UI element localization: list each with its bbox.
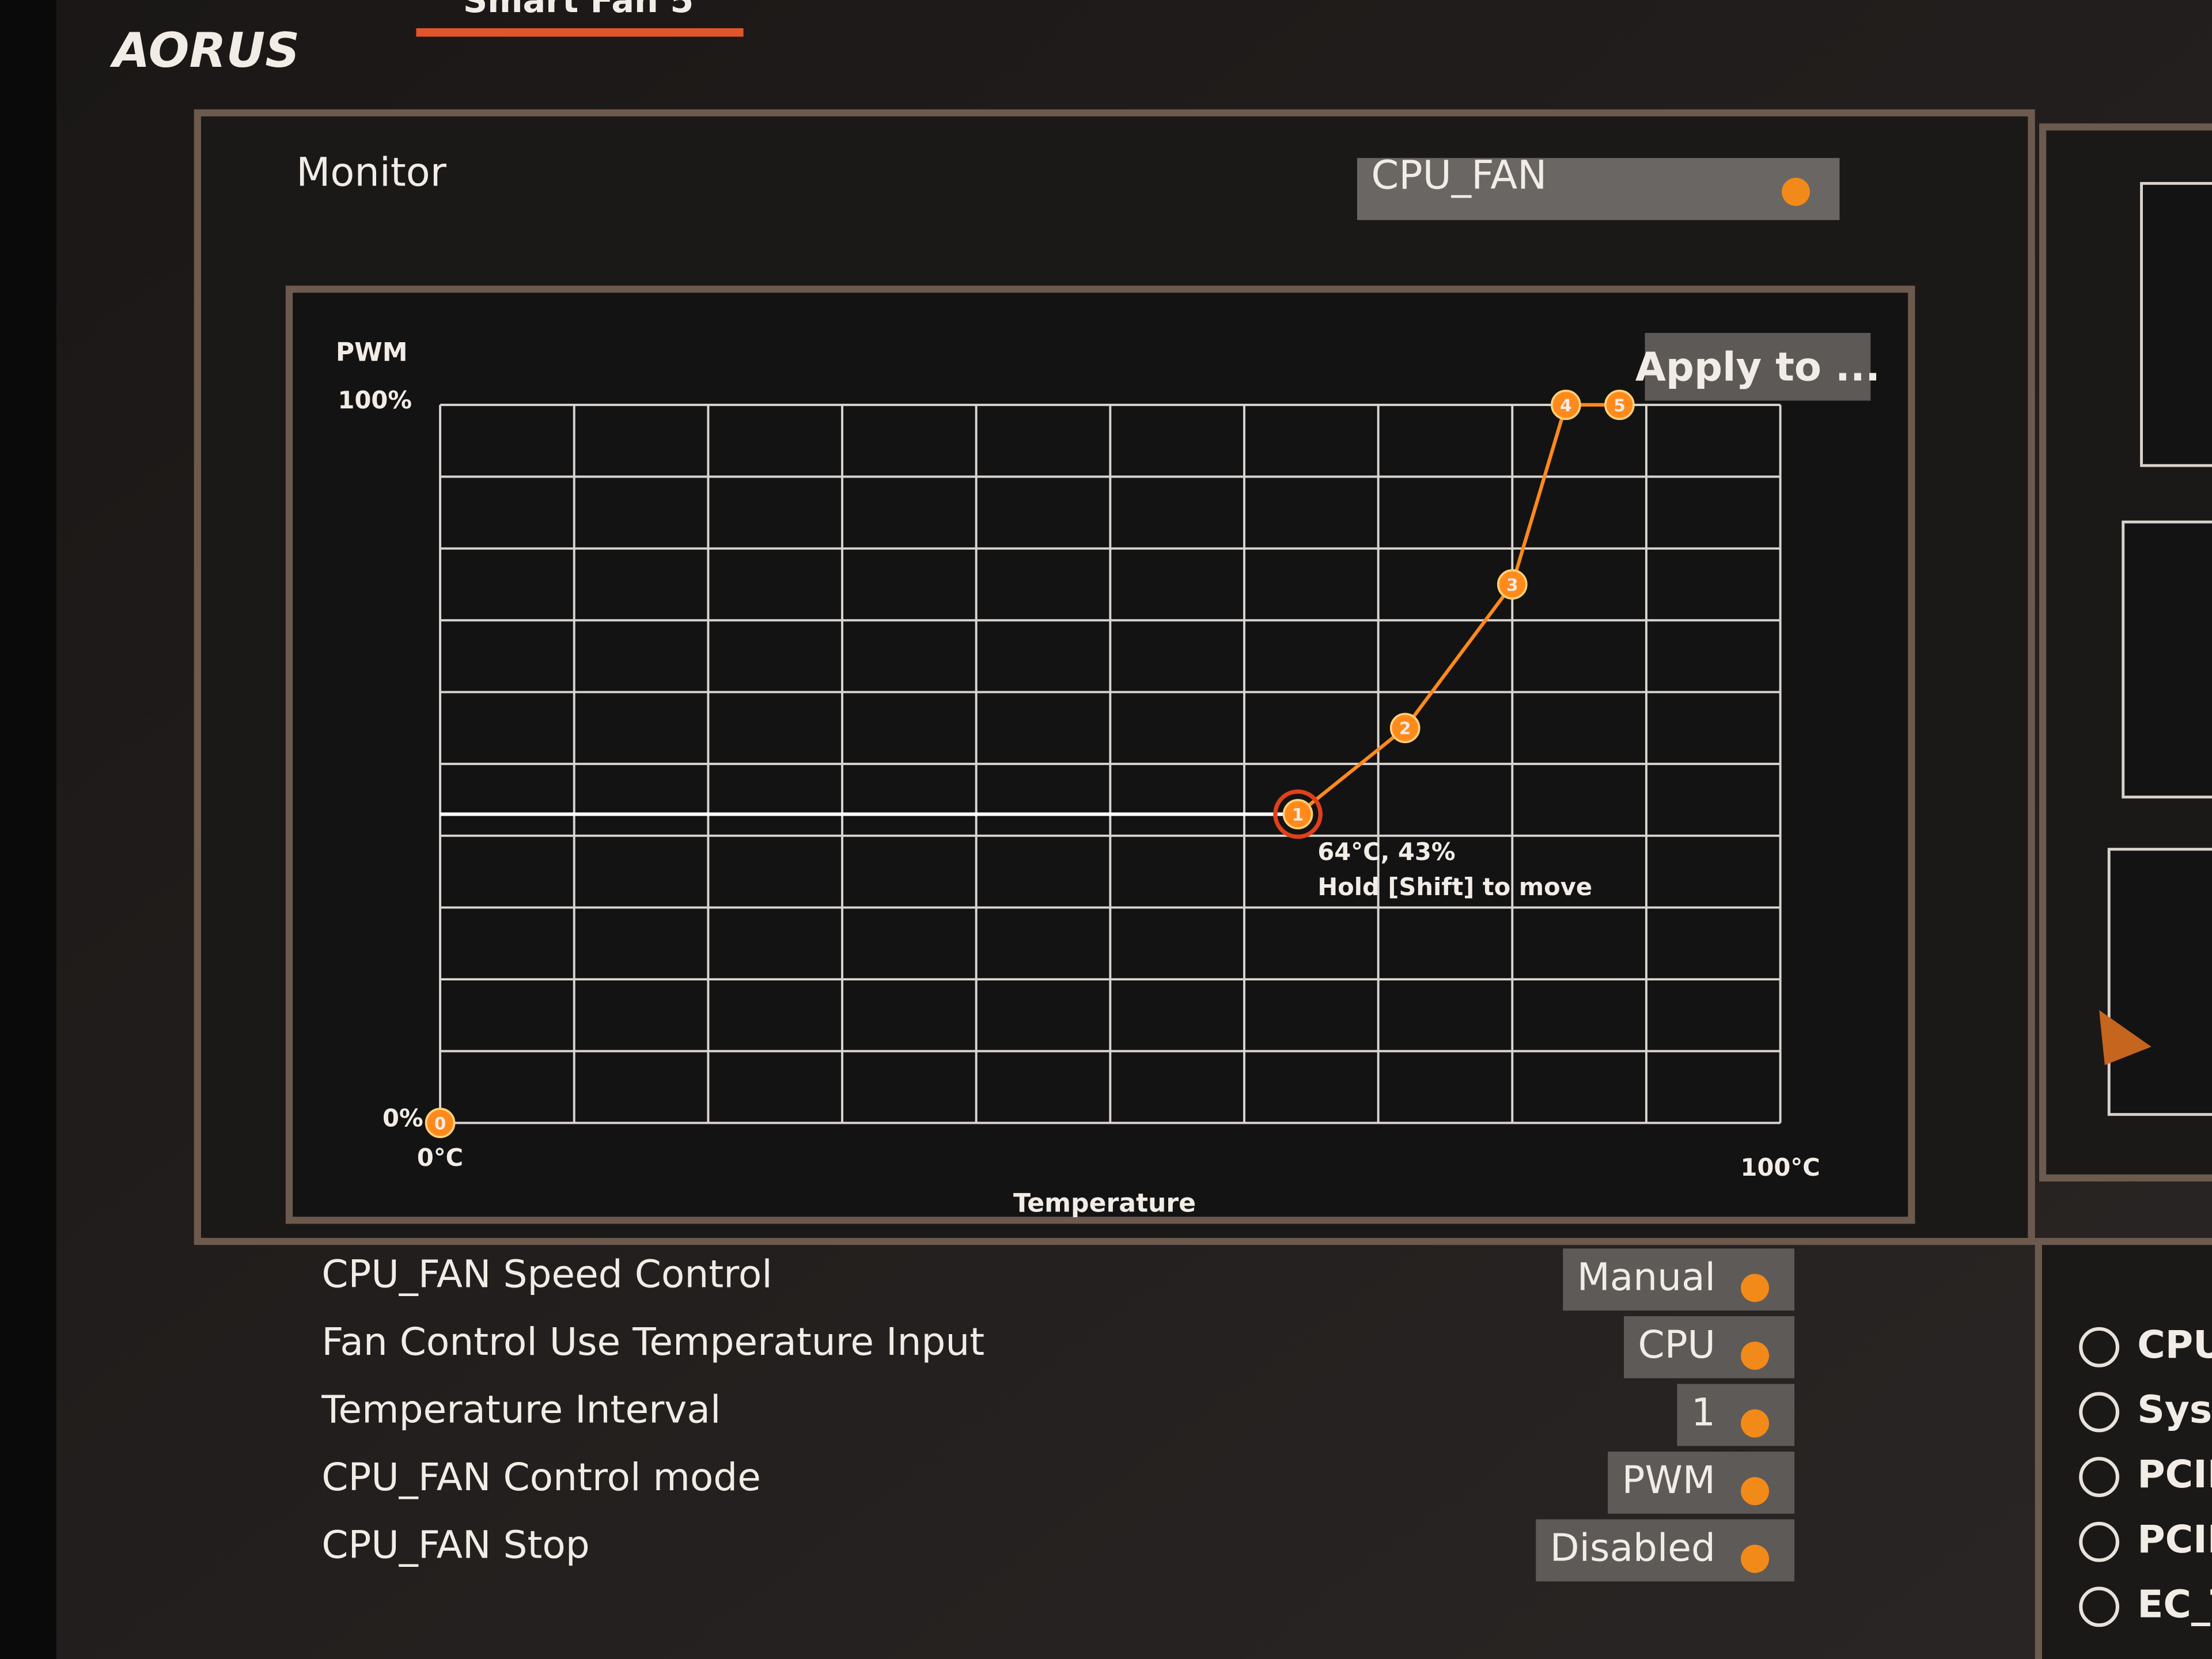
- sensor-label: CPU: [2137, 1323, 2212, 1367]
- sensor-label: Syst: [2137, 1387, 2212, 1431]
- chart-panel: [285, 285, 1915, 1224]
- setting-label: Temperature Interval: [321, 1387, 721, 1431]
- side-card: [2140, 181, 2212, 467]
- curve-point[interactable]: [1282, 799, 1313, 830]
- dropdown-icon: [1741, 1477, 1770, 1506]
- sensor-icon: [2079, 1586, 2119, 1627]
- curve-point[interactable]: [1551, 389, 1581, 421]
- sensor-icon: [2079, 1392, 2119, 1433]
- setting-value[interactable]: PWM: [1622, 1458, 1715, 1502]
- tab-underline: [416, 28, 744, 37]
- side-card: [2122, 520, 2212, 799]
- monitor-dropdown[interactable]: [1357, 158, 1840, 221]
- y-tick-label: 0%: [382, 1104, 423, 1132]
- setting-label: Fan Control Use Temperature Input: [321, 1320, 984, 1364]
- point-label: 2: [1399, 719, 1411, 738]
- setting-dropdown[interactable]: [1677, 1384, 1795, 1446]
- sensor-panel: [2035, 1237, 2212, 1659]
- sensor-label: EC_T: [2137, 1582, 2212, 1626]
- dropdown-icon: [1741, 1341, 1770, 1370]
- point-ring: [1273, 789, 1323, 839]
- point-label: 1: [1292, 805, 1304, 824]
- dropdown-icon: [1741, 1544, 1770, 1573]
- x-tick-label: 0°C: [417, 1143, 463, 1172]
- setting-label: CPU_FAN Stop: [321, 1523, 589, 1567]
- curve-point[interactable]: [1497, 569, 1528, 600]
- point-label: 5: [1613, 396, 1625, 415]
- sensor-icon: [2079, 1521, 2119, 1562]
- y-axis-label: PWM: [336, 338, 408, 368]
- curve-point[interactable]: [1389, 713, 1421, 744]
- apply-button-label[interactable]: Apply to ...: [1635, 344, 1880, 391]
- setting-label: CPU_FAN Speed Control: [321, 1252, 772, 1296]
- point-label: 4: [1560, 396, 1571, 415]
- point-label: 3: [1506, 575, 1518, 594]
- dropdown-icon: [1741, 1274, 1770, 1302]
- point-label: 0: [434, 1113, 446, 1133]
- y-tick-label: 100%: [338, 386, 412, 414]
- side-card: [2107, 847, 2212, 1116]
- setting-label: CPU_FAN Control mode: [321, 1455, 761, 1499]
- dropdown-icon: [1782, 177, 1810, 206]
- tab-title[interactable]: Smart Fan 5: [463, 0, 694, 20]
- mouse-cursor: [2099, 1010, 2152, 1065]
- x-axis-label: Temperature: [1013, 1188, 1196, 1218]
- curve-point[interactable]: [425, 1108, 456, 1138]
- monitor-value[interactable]: CPU_FAN: [1371, 153, 1547, 199]
- curve-point[interactable]: [1604, 389, 1635, 421]
- setting-value[interactable]: CPU: [1638, 1323, 1715, 1367]
- setting-value[interactable]: 1: [1691, 1390, 1715, 1434]
- setting-value[interactable]: Manual: [1577, 1255, 1715, 1299]
- sensor-icon: [2079, 1327, 2119, 1368]
- tooltip: 64°C, 43%: [1317, 838, 1455, 866]
- sensor-icon: [2079, 1457, 2119, 1497]
- dropdown-icon: [1741, 1409, 1770, 1438]
- x-tick-label: 100°C: [1740, 1153, 1820, 1181]
- monitor-label: Monitor: [296, 150, 446, 196]
- apply-button[interactable]: [1645, 332, 1871, 401]
- logo: AORUS: [109, 22, 300, 78]
- tooltip: Hold [Shift] to move: [1317, 873, 1592, 901]
- setting-value[interactable]: Disabled: [1550, 1525, 1715, 1570]
